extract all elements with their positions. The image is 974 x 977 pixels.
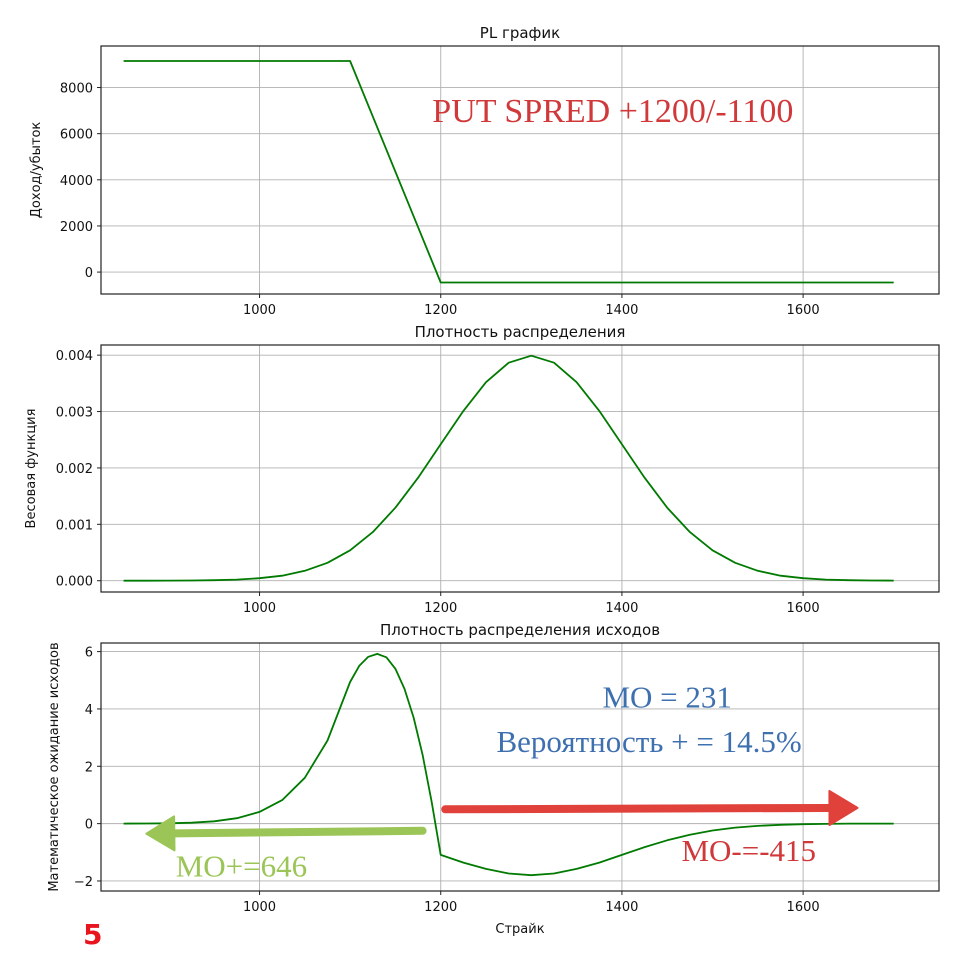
x-tick-label: 1200 xyxy=(424,900,457,915)
y-tick-label: 6000 xyxy=(60,128,93,143)
y-tick-label: 0.002 xyxy=(56,462,93,477)
annotation: MO = 231 xyxy=(602,680,731,715)
x-tick-label: 1000 xyxy=(243,303,276,318)
x-tick-label: 1600 xyxy=(787,900,820,915)
axes-frame xyxy=(100,344,940,593)
y-axis-label: Весовая функция xyxy=(24,409,39,529)
y-tick-label: 0.004 xyxy=(56,349,93,364)
x-tick-label: 1200 xyxy=(424,303,457,318)
y-tick-label: 6 xyxy=(85,646,93,661)
annotation: MO-=-415 xyxy=(681,833,816,868)
axes-frame xyxy=(100,642,940,892)
y-axis-label: Математическое ожидание исходов xyxy=(47,642,62,891)
x-tick-label: 1600 xyxy=(787,303,820,318)
chart-title: PL график xyxy=(480,24,560,42)
plot-area xyxy=(101,345,939,592)
mo-minus-arrow xyxy=(441,790,859,826)
arrow-shaft xyxy=(170,826,427,838)
plot-area xyxy=(101,643,939,891)
series-line xyxy=(123,60,894,284)
axes-frame xyxy=(100,45,940,295)
mo-plus-arrow xyxy=(145,815,427,852)
annotation: Вероятность + = 14.5% xyxy=(496,724,801,759)
y-tick-label: 0.003 xyxy=(56,406,93,421)
y-tick-label: 2000 xyxy=(60,220,93,235)
arrow-head xyxy=(828,790,859,826)
axes-1: 1000 1200 1400 1600 0 2000 4000 6000 8000 PL граф… xyxy=(29,24,940,318)
x-tick-label: 1400 xyxy=(605,900,638,915)
arrow-head xyxy=(145,815,176,852)
y-tick-label: 0 xyxy=(85,818,93,833)
chart-title: Плотность распределения xyxy=(415,323,626,341)
page-number: 5 xyxy=(83,918,103,951)
x-tick-label: 1400 xyxy=(605,601,638,616)
arrow-shaft xyxy=(441,803,834,814)
y-tick-label: 0.000 xyxy=(56,575,93,590)
chart-title: Плотность распределения исходов xyxy=(380,621,660,639)
axes-3: 1000 1200 1400 1600 −2 0 2 4 6 Плотность распреде… xyxy=(47,621,940,937)
annotation: PUT SPRED +1200/-1100 xyxy=(432,93,793,130)
x-tick-label: 1400 xyxy=(605,303,638,318)
x-tick-label: 1600 xyxy=(787,601,820,616)
x-tick-label: 1000 xyxy=(243,900,276,915)
x-tick-label: 1200 xyxy=(424,601,457,616)
annotation: MO+=646 xyxy=(176,849,307,884)
y-tick-label: 0 xyxy=(85,266,93,281)
x-axis-label: Страйк xyxy=(495,922,544,937)
y-tick-label: 2 xyxy=(85,760,93,775)
series-line xyxy=(123,354,894,582)
plot-area xyxy=(101,46,939,294)
y-tick-label: 4000 xyxy=(60,174,93,189)
y-axis-label: Доход/убыток xyxy=(29,122,44,219)
y-tick-label: −2 xyxy=(74,875,93,890)
y-tick-label: 8000 xyxy=(60,82,93,97)
y-tick-label: 0.001 xyxy=(56,518,93,533)
series-line xyxy=(123,653,894,877)
y-tick-label: 4 xyxy=(85,703,93,718)
x-tick-label: 1000 xyxy=(243,601,276,616)
axes-2: 1000 1200 1400 1600 0.000 0.001 0.002 0.003 0.00… xyxy=(24,323,940,616)
